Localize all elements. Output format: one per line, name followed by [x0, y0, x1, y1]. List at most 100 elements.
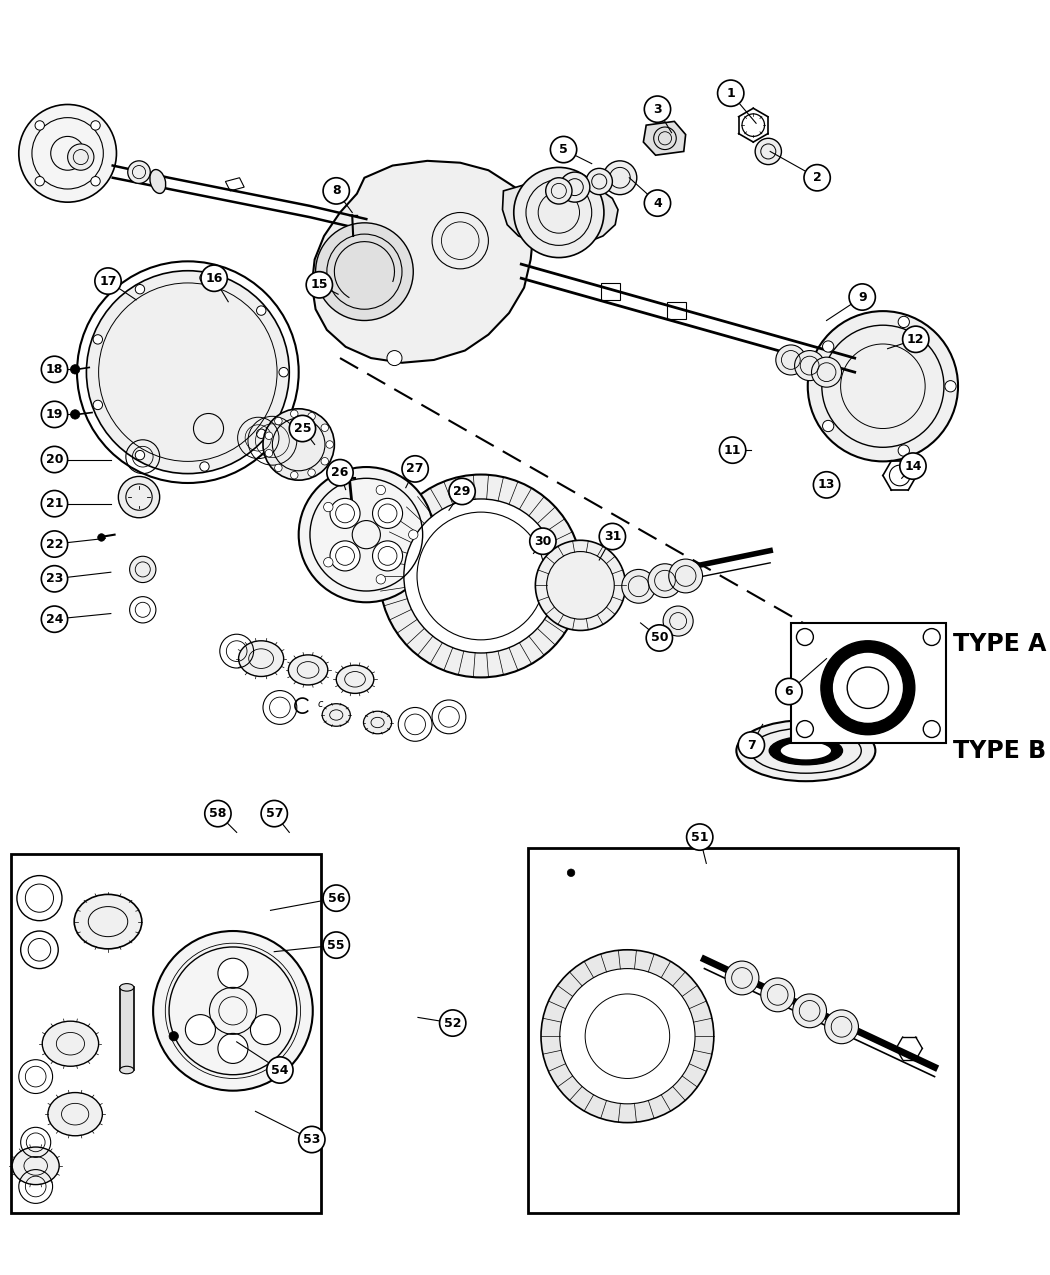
- Circle shape: [373, 499, 402, 528]
- Bar: [791, 623, 946, 743]
- Circle shape: [812, 357, 841, 388]
- Circle shape: [41, 446, 67, 473]
- Circle shape: [440, 1010, 466, 1037]
- Text: 23: 23: [46, 572, 63, 585]
- Text: 14: 14: [904, 459, 922, 473]
- Circle shape: [664, 606, 693, 636]
- Text: 11: 11: [723, 444, 741, 456]
- Circle shape: [256, 430, 266, 439]
- Ellipse shape: [363, 711, 392, 734]
- Circle shape: [726, 961, 759, 994]
- Text: 19: 19: [46, 408, 63, 421]
- Circle shape: [266, 450, 273, 456]
- Text: 27: 27: [406, 463, 424, 476]
- Circle shape: [776, 678, 802, 705]
- Circle shape: [41, 566, 67, 592]
- Text: 57: 57: [266, 807, 284, 820]
- Circle shape: [41, 530, 67, 557]
- Circle shape: [135, 284, 145, 295]
- Circle shape: [530, 528, 556, 555]
- Text: 18: 18: [46, 363, 63, 376]
- Text: 13: 13: [818, 478, 835, 491]
- Circle shape: [316, 223, 414, 320]
- Circle shape: [19, 105, 117, 203]
- Circle shape: [795, 351, 824, 381]
- Circle shape: [408, 530, 418, 539]
- Text: 1: 1: [727, 87, 735, 99]
- Circle shape: [622, 570, 655, 603]
- Circle shape: [262, 409, 334, 481]
- Circle shape: [550, 136, 576, 163]
- Text: 25: 25: [294, 422, 311, 435]
- Circle shape: [330, 499, 360, 528]
- Circle shape: [200, 462, 209, 472]
- Text: 2: 2: [813, 171, 821, 185]
- Text: 15: 15: [311, 278, 328, 291]
- Circle shape: [205, 801, 231, 826]
- Circle shape: [687, 824, 713, 850]
- Circle shape: [560, 969, 695, 1104]
- Ellipse shape: [120, 983, 133, 991]
- Circle shape: [669, 558, 702, 593]
- Circle shape: [536, 541, 626, 630]
- Circle shape: [376, 575, 385, 584]
- Circle shape: [321, 458, 329, 465]
- Text: 4: 4: [653, 196, 662, 209]
- Circle shape: [923, 629, 940, 645]
- Text: 55: 55: [328, 938, 345, 951]
- Circle shape: [900, 453, 926, 479]
- Bar: [528, 848, 958, 1213]
- Circle shape: [41, 606, 67, 632]
- Circle shape: [153, 931, 313, 1090]
- Ellipse shape: [780, 741, 832, 760]
- Text: 6: 6: [784, 685, 793, 697]
- Circle shape: [797, 720, 814, 737]
- Text: TYPE B: TYPE B: [953, 738, 1047, 762]
- Ellipse shape: [336, 666, 374, 694]
- Circle shape: [35, 121, 44, 130]
- Text: 24: 24: [46, 613, 63, 626]
- Bar: [12, 854, 321, 1213]
- Circle shape: [119, 477, 160, 518]
- Circle shape: [218, 959, 248, 988]
- Text: 7: 7: [747, 738, 756, 751]
- Text: 31: 31: [604, 530, 621, 543]
- Circle shape: [513, 167, 604, 258]
- Circle shape: [291, 411, 298, 418]
- Circle shape: [93, 335, 103, 344]
- Circle shape: [251, 1015, 280, 1044]
- Circle shape: [330, 541, 360, 571]
- Circle shape: [266, 432, 273, 440]
- Circle shape: [128, 161, 150, 184]
- Circle shape: [404, 499, 558, 653]
- Text: 5: 5: [560, 143, 568, 156]
- Text: 29: 29: [454, 484, 470, 499]
- Circle shape: [41, 402, 67, 427]
- Circle shape: [267, 1057, 293, 1084]
- Circle shape: [814, 472, 840, 499]
- Text: 26: 26: [332, 467, 349, 479]
- Circle shape: [129, 556, 155, 583]
- Text: 50: 50: [651, 631, 668, 644]
- Circle shape: [541, 950, 714, 1122]
- Text: 52: 52: [444, 1016, 461, 1029]
- Circle shape: [755, 138, 781, 164]
- Circle shape: [645, 96, 671, 122]
- Circle shape: [821, 641, 915, 734]
- Circle shape: [719, 437, 745, 463]
- Text: c: c: [317, 700, 322, 709]
- Circle shape: [793, 994, 826, 1028]
- Ellipse shape: [770, 737, 842, 765]
- Circle shape: [648, 564, 681, 598]
- Circle shape: [833, 652, 904, 723]
- Circle shape: [822, 340, 834, 352]
- Bar: [120, 987, 134, 1070]
- Circle shape: [807, 311, 958, 462]
- Polygon shape: [644, 121, 686, 156]
- Polygon shape: [503, 181, 618, 245]
- Text: 20: 20: [46, 453, 63, 467]
- Circle shape: [70, 409, 80, 419]
- Circle shape: [327, 459, 353, 486]
- Circle shape: [70, 365, 80, 374]
- Circle shape: [200, 273, 209, 283]
